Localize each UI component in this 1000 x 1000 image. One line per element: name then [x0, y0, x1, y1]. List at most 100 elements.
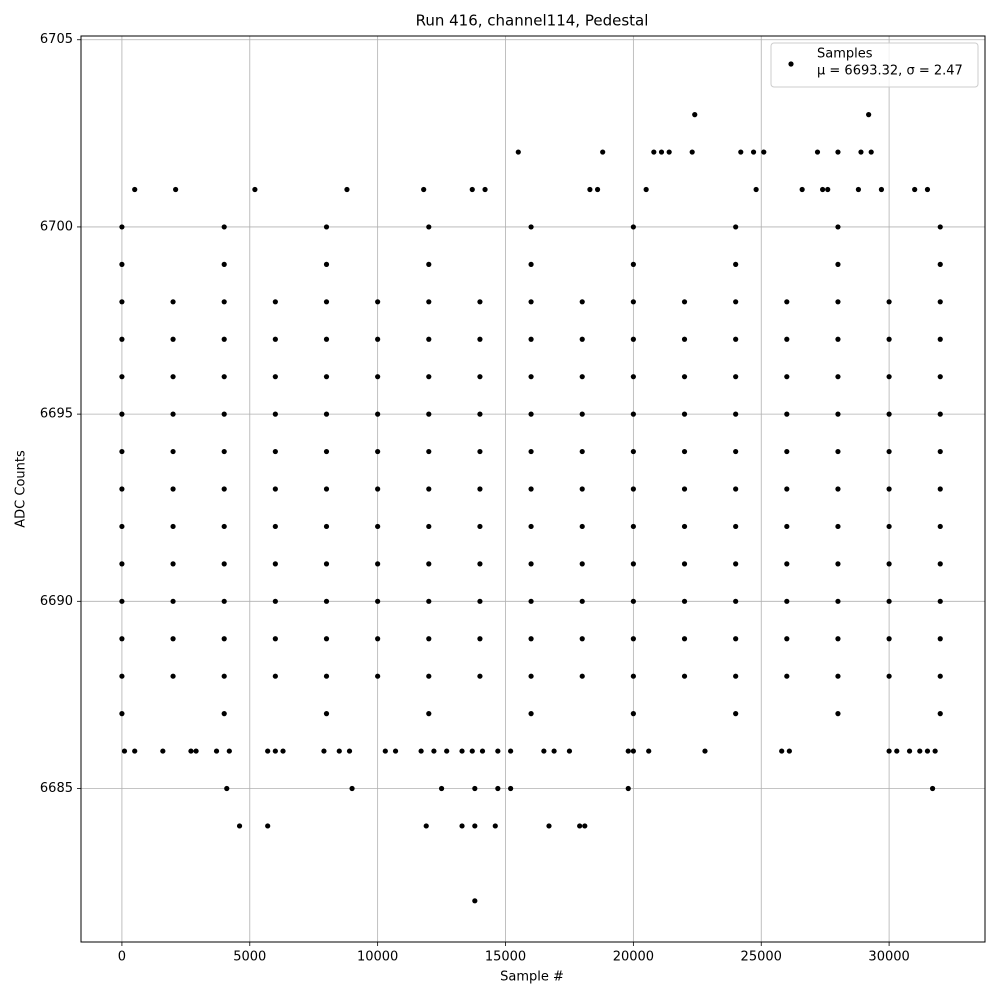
point — [886, 523, 892, 530]
point — [646, 748, 652, 754]
point — [738, 149, 744, 155]
point — [336, 748, 342, 754]
point — [541, 748, 547, 754]
point — [221, 336, 227, 342]
point — [375, 411, 381, 417]
point — [937, 598, 943, 604]
point — [375, 523, 381, 530]
legend-note: μ = 6693.32, σ = 2.47 — [817, 64, 963, 79]
point — [625, 785, 631, 792]
point — [375, 486, 381, 492]
point — [426, 224, 432, 230]
point — [579, 598, 585, 604]
point — [426, 261, 432, 267]
point — [160, 748, 166, 754]
y-tick-label: 6685 — [40, 781, 73, 796]
point — [600, 149, 606, 155]
point — [630, 261, 636, 267]
point — [681, 486, 688, 492]
point — [477, 673, 483, 679]
point — [579, 561, 585, 567]
point — [937, 224, 943, 230]
point — [170, 561, 176, 567]
point — [272, 374, 278, 380]
point — [528, 523, 534, 530]
point — [835, 523, 841, 530]
point — [546, 823, 552, 829]
point — [375, 561, 381, 567]
point — [375, 598, 381, 604]
point — [508, 785, 514, 792]
point — [835, 561, 841, 567]
point — [528, 224, 534, 230]
legend-box — [770, 42, 979, 88]
point — [886, 374, 892, 380]
chart-title: Run 416, channel114, Pedestal — [416, 12, 649, 30]
point — [323, 711, 330, 717]
point — [477, 336, 483, 342]
point — [577, 823, 583, 829]
point — [170, 673, 176, 679]
point — [272, 523, 278, 530]
point — [835, 224, 841, 230]
y-tick-label: 6705 — [40, 32, 73, 47]
point — [188, 748, 194, 754]
point — [784, 523, 790, 530]
point — [477, 486, 483, 492]
point — [321, 748, 327, 754]
point — [344, 186, 350, 193]
point — [630, 374, 636, 380]
points — [119, 112, 943, 904]
point — [835, 448, 841, 455]
x-axis-label: Sample # — [500, 970, 564, 985]
x-tick-label: 30000 — [868, 950, 909, 965]
point — [681, 336, 688, 342]
point — [784, 636, 790, 642]
point — [630, 561, 636, 567]
point — [426, 523, 432, 530]
point — [477, 448, 483, 455]
point — [886, 748, 892, 754]
point — [119, 523, 125, 530]
point — [119, 673, 125, 679]
point — [170, 374, 176, 380]
point — [221, 486, 227, 492]
point — [937, 711, 943, 717]
point — [418, 748, 424, 754]
point — [681, 411, 688, 417]
point — [579, 486, 585, 492]
point — [630, 486, 636, 492]
point — [733, 598, 739, 604]
point — [119, 711, 125, 717]
point — [170, 523, 176, 530]
point — [426, 486, 432, 492]
x-tick-label: 25000 — [741, 950, 782, 965]
point — [761, 149, 767, 155]
point — [221, 523, 227, 530]
point — [495, 748, 501, 754]
point — [825, 186, 831, 193]
point — [213, 748, 220, 754]
point — [894, 748, 900, 754]
point — [323, 673, 330, 679]
point — [265, 748, 271, 754]
x-tick-label: 10000 — [357, 950, 398, 965]
point — [733, 224, 739, 230]
point — [666, 149, 672, 155]
point — [528, 711, 534, 717]
point — [886, 486, 892, 492]
x-tick-label: 5000 — [233, 950, 266, 965]
point — [119, 374, 125, 380]
point — [681, 561, 688, 567]
x-tick-label: 15000 — [485, 950, 526, 965]
point — [392, 748, 399, 754]
legend-marker — [788, 61, 794, 67]
y-tick-label: 6700 — [40, 219, 73, 234]
point — [426, 411, 432, 417]
point — [579, 299, 585, 305]
point — [681, 448, 688, 455]
point — [681, 673, 688, 679]
point — [472, 785, 478, 792]
point — [937, 673, 943, 679]
point — [866, 112, 872, 118]
